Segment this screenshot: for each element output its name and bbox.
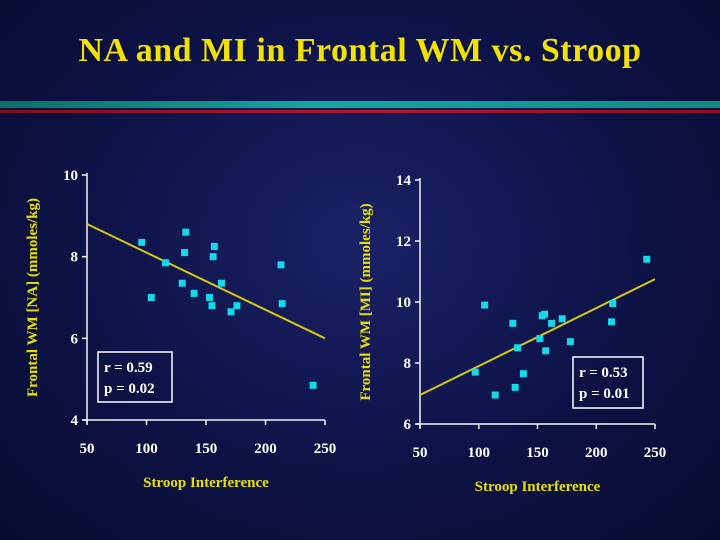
data-point: [541, 310, 549, 318]
x-tick-label: 100: [135, 441, 158, 457]
x-tick-label: 150: [526, 445, 549, 461]
y-tick-label: 6: [71, 331, 79, 347]
data-point: [566, 338, 574, 346]
y-tick-label: 6: [404, 417, 412, 433]
data-point: [227, 308, 235, 316]
stats-box: [97, 351, 173, 403]
regression-line: [86, 223, 326, 340]
y-tick-label: 14: [396, 173, 412, 189]
data-point: [277, 261, 285, 269]
data-point: [278, 300, 286, 308]
divider-red-bar: [0, 110, 720, 113]
data-point: [542, 347, 550, 355]
data-point: [519, 370, 527, 378]
x-axis-title: Stroop Interference: [143, 475, 269, 491]
y-tick-label: 12: [396, 234, 411, 250]
data-point: [178, 279, 186, 287]
y-tick-label: 8: [404, 356, 412, 372]
data-point: [206, 294, 214, 301]
correlation-r: r = 0.59: [104, 360, 153, 376]
data-point: [233, 302, 241, 310]
data-point: [210, 242, 218, 250]
stats-box: [572, 356, 644, 409]
x-tick-label: 200: [585, 445, 608, 461]
x-tick-label: 200: [254, 441, 277, 457]
data-point: [511, 383, 519, 391]
correlation-r: r = 0.53: [579, 365, 628, 381]
x-tick-label: 150: [195, 441, 218, 457]
x-tick-label: 250: [644, 445, 667, 461]
data-point: [208, 302, 216, 310]
data-point: [514, 344, 522, 352]
chart-mi: 6 8 10 12 14 50 100 150 200 250 Stroop Interferenc…: [358, 173, 666, 495]
data-point: [471, 368, 479, 376]
x-tick-label: 100: [468, 445, 491, 461]
data-point: [217, 279, 225, 287]
x-tick-label: 250: [314, 441, 337, 457]
data-point: [190, 289, 198, 297]
y-tick-label: 8: [71, 250, 79, 266]
data-point: [643, 255, 651, 263]
data-point: [548, 319, 556, 327]
data-point: [181, 249, 189, 257]
data-point: [147, 294, 155, 301]
data-point: [209, 253, 217, 261]
divider-teal-bar: [0, 101, 720, 108]
y-axis-title: Frontal WM [MI] (mmoles/kg): [358, 203, 374, 400]
data-point: [609, 300, 617, 308]
data-point: [309, 381, 317, 389]
data-point: [608, 318, 616, 326]
data-point: [138, 238, 146, 246]
slide-title: NA and MI in Frontal WM vs. Stroop: [78, 32, 642, 69]
data-point: [558, 315, 566, 323]
data-point: [162, 259, 170, 267]
y-tick-label: 10: [63, 168, 78, 184]
data-point: [491, 391, 499, 399]
data-point: [509, 319, 517, 327]
y-tick-label: 10: [396, 295, 411, 311]
data-point: [481, 301, 489, 309]
x-tick-label: 50: [80, 441, 95, 457]
data-point: [536, 335, 544, 343]
p-value: p = 0.02: [104, 381, 155, 397]
x-tick-label: 50: [413, 445, 428, 461]
data-point: [182, 228, 190, 236]
y-tick-label: 4: [71, 413, 79, 429]
chart-na: 4 6 8 10 50 100 150 200 250 Stroop Interference Fr…: [25, 168, 336, 491]
y-axis-title: Frontal WM [NA] (mmoles/kg): [25, 198, 41, 397]
title-divider: [0, 101, 720, 115]
x-axis-title: Stroop Interference: [475, 479, 601, 495]
p-value: p = 0.01: [579, 386, 630, 402]
